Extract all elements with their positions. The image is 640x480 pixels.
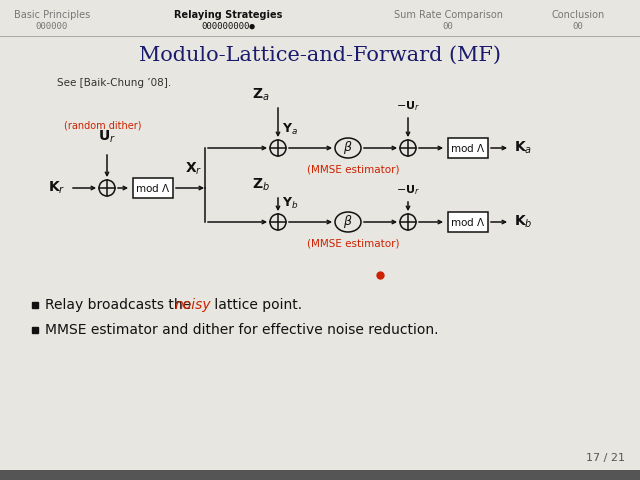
Text: 00: 00 bbox=[573, 22, 584, 31]
Text: $\mathbf{Z}_b$: $\mathbf{Z}_b$ bbox=[252, 177, 270, 193]
Text: $\mathbf{U}_r$: $\mathbf{U}_r$ bbox=[98, 129, 116, 145]
Text: $\beta$: $\beta$ bbox=[343, 214, 353, 230]
Bar bbox=[0, 470, 640, 480]
Bar bbox=[133, 178, 173, 198]
Text: $\beta$: $\beta$ bbox=[343, 140, 353, 156]
Text: noisy: noisy bbox=[175, 298, 212, 312]
Text: $\mathbf{K}_b$: $\mathbf{K}_b$ bbox=[514, 214, 532, 230]
Text: mod $\Lambda$: mod $\Lambda$ bbox=[135, 182, 171, 194]
Text: MMSE estimator and dither for effective noise reduction.: MMSE estimator and dither for effective … bbox=[45, 323, 438, 337]
Text: Conclusion: Conclusion bbox=[552, 10, 605, 20]
Text: $\mathbf{K}_r$: $\mathbf{K}_r$ bbox=[47, 180, 65, 196]
Text: Sum Rate Comparison: Sum Rate Comparison bbox=[394, 10, 502, 20]
Text: (random dither): (random dither) bbox=[64, 121, 141, 131]
Text: (MMSE estimator): (MMSE estimator) bbox=[307, 239, 399, 249]
Bar bbox=[448, 212, 488, 232]
Text: Relaying Strategies: Relaying Strategies bbox=[174, 10, 282, 20]
Bar bbox=[448, 138, 488, 158]
Text: $\mathbf{Z}_a$: $\mathbf{Z}_a$ bbox=[252, 86, 270, 103]
Text: $-\mathbf{U}_r$: $-\mathbf{U}_r$ bbox=[396, 99, 420, 113]
Text: $\mathbf{K}_a$: $\mathbf{K}_a$ bbox=[514, 140, 532, 156]
Text: 000000000●: 000000000● bbox=[201, 22, 255, 31]
Text: See [Baik-Chung ’08].: See [Baik-Chung ’08]. bbox=[57, 78, 172, 88]
Text: Modulo-Lattice-and-Forward (MF): Modulo-Lattice-and-Forward (MF) bbox=[139, 46, 501, 64]
Text: 000000: 000000 bbox=[36, 22, 68, 31]
Text: lattice point.: lattice point. bbox=[210, 298, 302, 312]
Text: 17 / 21: 17 / 21 bbox=[586, 453, 625, 463]
Text: Basic Principles: Basic Principles bbox=[14, 10, 90, 20]
Text: $-\mathbf{U}_r$: $-\mathbf{U}_r$ bbox=[396, 183, 420, 197]
Text: $\mathbf{X}_r$: $\mathbf{X}_r$ bbox=[185, 161, 202, 177]
Text: $\mathbf{Y}_a$: $\mathbf{Y}_a$ bbox=[282, 122, 298, 137]
Text: mod $\Lambda$: mod $\Lambda$ bbox=[451, 142, 486, 154]
Text: $\mathbf{Y}_b$: $\mathbf{Y}_b$ bbox=[282, 196, 298, 211]
Text: (MMSE estimator): (MMSE estimator) bbox=[307, 165, 399, 175]
Text: Relay broadcasts the: Relay broadcasts the bbox=[45, 298, 195, 312]
Text: 00: 00 bbox=[443, 22, 453, 31]
Text: mod $\Lambda$: mod $\Lambda$ bbox=[451, 216, 486, 228]
